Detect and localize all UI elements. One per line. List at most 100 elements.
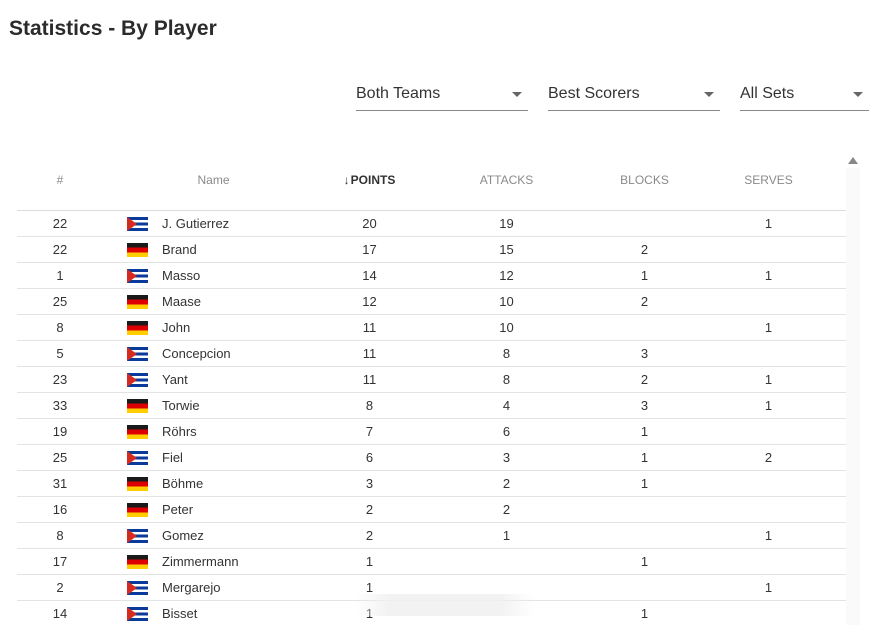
player-serves: 2 — [691, 444, 846, 471]
player-points: 7 — [324, 418, 415, 445]
player-points: 2 — [324, 522, 415, 549]
team-select-value: Both Teams — [356, 85, 441, 102]
sort-desc-icon: ↓ — [343, 173, 350, 187]
cuba-flag-icon — [127, 373, 148, 388]
table-row[interactable]: 14 Bisset 1 1 — [17, 600, 846, 625]
scrollbar-track[interactable] — [846, 168, 860, 625]
player-name-cell: Röhrs — [103, 418, 324, 445]
player-serves — [691, 340, 846, 367]
table-row[interactable]: 2 Mergarejo 1 1 — [17, 574, 846, 601]
player-points: 11 — [324, 314, 415, 341]
player-blocks — [598, 496, 691, 523]
table-row[interactable]: 19 Röhrs 7 6 1 — [17, 418, 846, 445]
player-name-cell: Mergarejo — [103, 574, 324, 601]
player-name-cell: Bisset — [103, 600, 324, 625]
table-header-row: # Name ↓POINTS ATTACKS BLOCKS SERVES — [17, 150, 846, 211]
metric-select[interactable]: Best Scorers — [548, 80, 720, 111]
player-name-cell: Böhme — [103, 470, 324, 497]
table-row[interactable]: 8 John 11 10 1 — [17, 314, 846, 341]
table-row[interactable]: 22 J. Gutierrez 20 19 1 — [17, 210, 846, 237]
table-row[interactable]: 33 Torwie 8 4 3 1 — [17, 392, 846, 419]
table-row[interactable]: 25 Maase 12 10 2 — [17, 288, 846, 315]
player-name-cell: John — [103, 314, 324, 341]
player-blocks: 2 — [598, 288, 691, 315]
player-name: Fiel — [162, 450, 183, 466]
column-header-number[interactable]: # — [17, 150, 103, 211]
player-points: 2 — [324, 496, 415, 523]
player-name: Zimmermann — [162, 554, 239, 570]
chevron-down-icon — [853, 92, 863, 97]
metric-select-value: Best Scorers — [548, 85, 640, 102]
page-title: Statistics - By Player — [9, 17, 217, 40]
player-points: 14 — [324, 262, 415, 289]
sets-select[interactable]: All Sets — [740, 80, 869, 111]
player-name-cell: Gomez — [103, 522, 324, 549]
player-serves — [691, 600, 846, 625]
player-serves — [691, 548, 846, 575]
player-name-cell: Yant — [103, 366, 324, 393]
player-points: 20 — [324, 210, 415, 237]
player-serves: 1 — [691, 522, 846, 549]
scroll-up-icon[interactable] — [848, 157, 858, 164]
player-blocks: 1 — [598, 418, 691, 445]
player-attacks: 10 — [415, 288, 598, 315]
player-serves: 1 — [691, 366, 846, 393]
player-blocks: 1 — [598, 600, 691, 625]
column-header-points[interactable]: ↓POINTS — [324, 150, 415, 211]
player-blocks: 2 — [598, 236, 691, 263]
cuba-flag-icon — [127, 269, 148, 284]
column-header-serves[interactable]: SERVES — [691, 150, 846, 211]
table-row[interactable]: 31 Böhme 3 2 1 — [17, 470, 846, 497]
player-attacks: 2 — [415, 496, 598, 523]
team-select[interactable]: Both Teams — [356, 80, 528, 111]
player-name: Concepcion — [162, 346, 231, 362]
table-row[interactable]: 22 Brand 17 15 2 — [17, 236, 846, 263]
table-row[interactable]: 17 Zimmermann 1 1 — [17, 548, 846, 575]
sets-select-value: All Sets — [740, 85, 795, 102]
table-body: 22 J. Gutierrez 20 19 1 22 Brand 17 15 2 1 Masso 14 1… — [17, 210, 846, 625]
germany-flag-icon — [127, 555, 148, 570]
player-blocks: 2 — [598, 366, 691, 393]
cuba-flag-icon — [127, 217, 148, 232]
player-points: 6 — [324, 444, 415, 471]
player-name: Masso — [162, 268, 201, 284]
player-attacks: 2 — [415, 470, 598, 497]
chevron-down-icon — [512, 92, 522, 97]
player-stats-table-container: # Name ↓POINTS ATTACKS BLOCKS SERVES 22 J… — [17, 150, 846, 625]
player-attacks: 6 — [415, 418, 598, 445]
player-serves — [691, 418, 846, 445]
player-points: 12 — [324, 288, 415, 315]
table-row[interactable]: 16 Peter 2 2 — [17, 496, 846, 523]
player-name-cell: Peter — [103, 496, 324, 523]
player-number: 16 — [17, 496, 103, 523]
germany-flag-icon — [127, 503, 148, 518]
player-number: 19 — [17, 418, 103, 445]
germany-flag-icon — [127, 399, 148, 414]
germany-flag-icon — [127, 477, 148, 492]
table-row[interactable]: 8 Gomez 2 1 1 — [17, 522, 846, 549]
table-row[interactable]: 1 Masso 14 12 1 1 — [17, 262, 846, 289]
column-header-name[interactable]: Name — [103, 150, 324, 211]
player-name: Röhrs — [162, 424, 197, 440]
germany-flag-icon — [127, 425, 148, 440]
player-name: Maase — [162, 294, 202, 310]
player-name: Yant — [162, 372, 188, 388]
table-row[interactable]: 23 Yant 11 8 2 1 — [17, 366, 846, 393]
player-blocks: 3 — [598, 340, 691, 367]
column-header-blocks[interactable]: BLOCKS — [598, 150, 691, 211]
player-number: 14 — [17, 600, 103, 625]
table-row[interactable]: 25 Fiel 6 3 1 2 — [17, 444, 846, 471]
player-points: 17 — [324, 236, 415, 263]
player-name: Brand — [162, 242, 197, 258]
player-attacks: 8 — [415, 366, 598, 393]
cuba-flag-icon — [127, 451, 148, 466]
player-attacks: 15 — [415, 236, 598, 263]
germany-flag-icon — [127, 243, 148, 258]
player-attacks: 12 — [415, 262, 598, 289]
table-row[interactable]: 5 Concepcion 11 8 3 — [17, 340, 846, 367]
player-name-cell: J. Gutierrez — [103, 210, 324, 237]
player-serves — [691, 496, 846, 523]
player-blocks: 1 — [598, 548, 691, 575]
column-header-attacks[interactable]: ATTACKS — [415, 150, 598, 211]
player-name-cell: Concepcion — [103, 340, 324, 367]
